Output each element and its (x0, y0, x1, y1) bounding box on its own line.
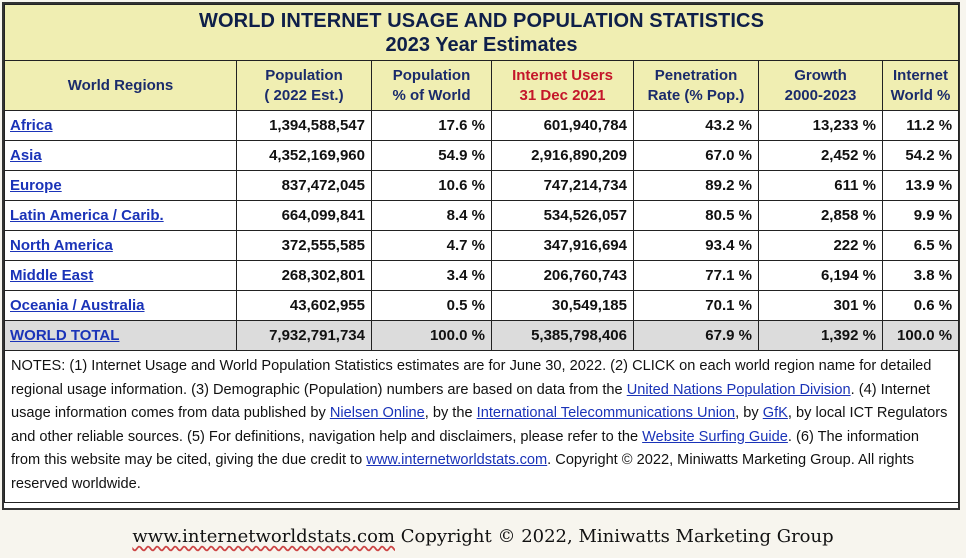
cell-users: 30,549,185 (491, 290, 634, 321)
table-title: WORLD INTERNET USAGE AND POPULATION STAT… (3, 4, 960, 61)
cell-penetration: 93.4 % (633, 230, 759, 261)
cell-penetration: 43.2 % (633, 110, 759, 141)
cell-growth: 1,392 % (758, 320, 883, 351)
link-website-surfing-guide[interactable]: Website Surfing Guide (642, 428, 788, 445)
table-row: Europe 837,472,045 10.6 % 747,214,734 89… (4, 170, 960, 201)
region-link-asia[interactable]: Asia (10, 146, 42, 164)
cell-internet-world: 9.9 % (881, 200, 960, 231)
cell-users: 747,214,734 (491, 170, 634, 201)
link-internetworldstats[interactable]: www.internetworldstats.com (366, 452, 548, 468)
cell-pct-world: 0.5 % (371, 290, 492, 321)
region-link-oceania[interactable]: Oceania / Australia (10, 296, 145, 314)
cell-internet-world: 13.9 % (881, 170, 960, 201)
cell-users: 2,916,890,209 (491, 140, 634, 171)
header-world-regions: World Regions (4, 60, 237, 111)
title-line-1: WORLD INTERNET USAGE AND POPULATION STAT… (199, 9, 765, 32)
cell-users: 534,526,057 (491, 200, 634, 231)
link-nielsen-online[interactable]: Nielsen Online (329, 405, 425, 421)
link-itu[interactable]: International Telecommunications Union (476, 405, 736, 421)
cell-growth: 6,194 % (758, 260, 883, 291)
footer-caption: www.internetworldstats.com Copyright © 2… (0, 526, 966, 547)
cell-pct-world: 54.9 % (371, 140, 492, 171)
cell-internet-world: 11.2 % (881, 110, 960, 141)
cell-pct-world: 8.4 % (371, 200, 492, 231)
region-link-north-america[interactable]: North America (10, 236, 113, 254)
region-link-middle-east[interactable]: Middle East (10, 266, 94, 284)
region-link-world-total[interactable]: WORLD TOTAL (10, 326, 120, 344)
table-row: Oceania / Australia 43,602,955 0.5 % 30,… (4, 290, 960, 321)
cell-users: 601,940,784 (491, 110, 634, 141)
header-population: Population( 2022 Est.) (236, 60, 372, 111)
stats-panel: WORLD INTERNET USAGE AND POPULATION STAT… (2, 2, 960, 510)
cell-internet-world: 54.2 % (881, 140, 960, 171)
region-link-latin-america[interactable]: Latin America / Carib. (10, 206, 164, 224)
header-penetration: Penetration Rate (% Pop.) (633, 60, 759, 111)
cell-population: 837,472,045 (236, 170, 372, 201)
cell-internet-world: 100.0 % (881, 320, 960, 351)
footer-copyright: Copyright © 2022, Miniwatts Marketing Gr… (400, 526, 834, 547)
footer-url: www.internetworldstats.com (132, 526, 395, 547)
table-row: Middle East 268,302,801 3.4 % 206,760,74… (4, 260, 960, 291)
cell-users: 5,385,798,406 (491, 320, 634, 351)
cell-population: 1,394,588,547 (236, 110, 372, 141)
region-link-africa[interactable]: Africa (10, 116, 53, 134)
cell-pct-world: 3.4 % (371, 260, 492, 291)
cell-penetration: 67.9 % (633, 320, 759, 351)
cell-growth: 301 % (758, 290, 883, 321)
table-row: North America 372,555,585 4.7 % 347,916,… (4, 230, 960, 261)
cell-internet-world: 3.8 % (881, 260, 960, 291)
cell-penetration: 67.0 % (633, 140, 759, 171)
cell-growth: 13,233 % (758, 110, 883, 141)
header-growth: Growth 2000-2023 (758, 60, 883, 111)
title-line-2: 2023 Year Estimates (385, 33, 578, 56)
cell-population: 268,302,801 (236, 260, 372, 291)
total-row: WORLD TOTAL 7,932,791,734 100.0 % 5,385,… (4, 320, 960, 351)
cell-internet-world: 0.6 % (881, 290, 960, 321)
region-link-europe[interactable]: Europe (10, 176, 62, 194)
cell-population: 43,602,955 (236, 290, 372, 321)
header-internet-users: Internet Users 31 Dec 2021 (491, 60, 634, 111)
table-row: Asia 4,352,169,960 54.9 % 2,916,890,209 … (4, 140, 960, 171)
cell-growth: 222 % (758, 230, 883, 261)
cell-growth: 2,858 % (758, 200, 883, 231)
cell-population: 4,352,169,960 (236, 140, 372, 171)
header-row: World Regions Population( 2022 Est.) Pop… (4, 60, 960, 111)
cell-pct-world: 100.0 % (371, 320, 492, 351)
statistics-table: WORLD INTERNET USAGE AND POPULATION STAT… (3, 4, 960, 503)
cell-pct-world: 4.7 % (371, 230, 492, 261)
cell-penetration: 80.5 % (633, 200, 759, 231)
notes-section: NOTES: (1) Internet Usage and World Popu… (3, 350, 960, 503)
cell-pct-world: 10.6 % (371, 170, 492, 201)
cell-users: 347,916,694 (491, 230, 634, 261)
table-row: Africa 1,394,588,547 17.6 % 601,940,784 … (4, 110, 960, 141)
link-united-nations[interactable]: United Nations Population Division (626, 381, 851, 398)
link-gfk[interactable]: GfK (762, 405, 788, 421)
cell-population: 372,555,585 (236, 230, 372, 261)
cell-growth: 611 % (758, 170, 883, 201)
cell-penetration: 77.1 % (633, 260, 759, 291)
cell-penetration: 89.2 % (633, 170, 759, 201)
table-row: Latin America / Carib. 664,099,841 8.4 %… (4, 200, 960, 231)
cell-pct-world: 17.6 % (371, 110, 492, 141)
cell-population: 7,932,791,734 (236, 320, 372, 351)
cell-growth: 2,452 % (758, 140, 883, 171)
cell-penetration: 70.1 % (633, 290, 759, 321)
header-pct-world: Population% of World (371, 60, 492, 111)
header-internet-world: Internet World % (881, 60, 960, 111)
cell-users: 206,760,743 (491, 260, 634, 291)
cell-population: 664,099,841 (236, 200, 372, 231)
cell-internet-world: 6.5 % (881, 230, 960, 261)
